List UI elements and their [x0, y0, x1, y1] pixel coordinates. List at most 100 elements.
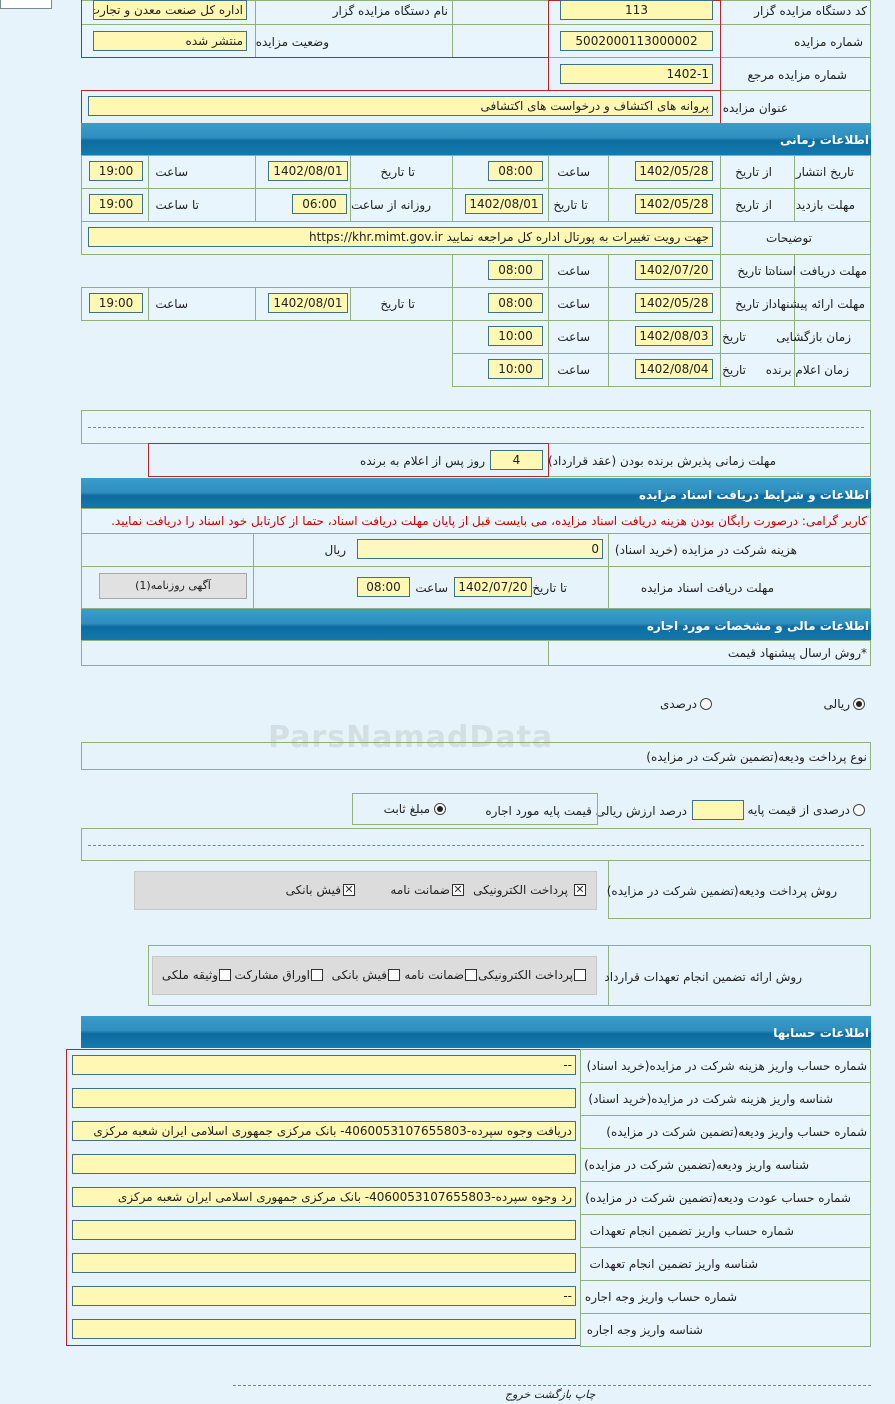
- account-field[interactable]: دریافت وجوه سپرده-4060053107655803- بانک…: [72, 1121, 576, 1141]
- winner-date[interactable]: 1402/08/04: [635, 359, 713, 379]
- fee-field[interactable]: 0: [357, 539, 603, 559]
- checkbox-bonds[interactable]: [311, 969, 323, 981]
- account-label: شماره حساب واریز هزینه شرکت در مزایده(خر…: [586, 1059, 867, 1073]
- account-field[interactable]: [72, 1088, 576, 1108]
- winner-time[interactable]: 10:00: [488, 359, 543, 379]
- doc-deadline-date[interactable]: 1402/07/20: [635, 260, 713, 280]
- notice-cell: [81, 508, 871, 534]
- publish-to-date[interactable]: 1402/08/01: [268, 161, 348, 181]
- notes-label: توضیحات: [765, 231, 812, 245]
- org-code-field[interactable]: 113: [560, 0, 713, 20]
- org-name-field[interactable]: اداره کل صنعت معدن و تجارت: [93, 0, 247, 20]
- time-label: ساعت: [557, 330, 590, 344]
- checkbox-bank-slip[interactable]: ✕: [343, 883, 355, 896]
- checkbox-guarantee[interactable]: ✕: [452, 883, 464, 896]
- offer-from-time[interactable]: 08:00: [488, 293, 543, 313]
- daily-from-label: روزانه از ساعت: [351, 198, 431, 212]
- from-date-label: از تاریخ: [735, 165, 772, 179]
- checkbox-electronic[interactable]: [574, 969, 586, 981]
- opening-date[interactable]: 1402/08/03: [635, 326, 713, 346]
- table-cell: [794, 353, 871, 387]
- time-label: ساعت: [557, 363, 590, 377]
- publish-to-time[interactable]: 19:00: [89, 161, 143, 181]
- account-label: شناسه واریز ودیعه(تضمین شرکت در مزایده): [584, 1158, 809, 1172]
- table-cell: [148, 287, 256, 321]
- visit-daily-from[interactable]: 06:00: [292, 194, 347, 214]
- table-cell: [81, 640, 549, 666]
- account-field[interactable]: [72, 1253, 576, 1273]
- doc-deadline-label: مهلت دریافت اسناد: [769, 264, 867, 278]
- deposit-method-label: روش پرداخت ودیعه(تضمین شرکت در مزایده): [606, 884, 837, 898]
- newspaper-ad-button[interactable]: آگهی روزنامه(1): [99, 573, 247, 599]
- offer-from-date[interactable]: 1402/05/28: [635, 293, 713, 313]
- status-field[interactable]: منتشر شده: [93, 31, 247, 51]
- notice-text: کاربر گرامی: درصورت رایگان بودن هزینه در…: [111, 514, 867, 528]
- account-field[interactable]: [72, 1319, 576, 1339]
- title-field[interactable]: پروانه های اکتشاف و درخواست های اکتشافی: [88, 96, 713, 116]
- print-link[interactable]: چاپ: [574, 1388, 596, 1401]
- checkbox-electronic[interactable]: ✕: [574, 883, 586, 896]
- watermark: ParsNamadData: [268, 720, 554, 755]
- date-label: تاریخ: [722, 330, 746, 344]
- exit-link[interactable]: خروج: [505, 1388, 531, 1401]
- publish-label: تاریخ انتشار: [795, 165, 854, 179]
- checkbox-property-collateral[interactable]: [219, 969, 231, 981]
- corner-box: [0, 0, 52, 9]
- table-cell: [548, 353, 609, 387]
- offer-to-date[interactable]: 1402/08/01: [268, 293, 348, 313]
- time-label: ساعت: [557, 297, 590, 311]
- account-field[interactable]: رد وجوه سپرده-4060053107655803- بانک مرک…: [72, 1187, 576, 1207]
- table-cell: [548, 254, 609, 288]
- offer-to-time[interactable]: 19:00: [89, 293, 143, 313]
- checkbox-guarantee[interactable]: [465, 969, 477, 981]
- table-cell: [580, 1313, 871, 1347]
- table-cell: [548, 640, 871, 666]
- acceptance-days-field[interactable]: 4: [490, 450, 543, 470]
- account-field[interactable]: --: [72, 1286, 576, 1306]
- account-label: شناسه واریز وجه اجاره: [586, 1323, 703, 1337]
- from-date-label: از تاریخ: [735, 297, 772, 311]
- auction-no-field[interactable]: 5002000113000002: [560, 31, 713, 51]
- visit-to-date[interactable]: 1402/08/01: [465, 194, 543, 214]
- table-cell: [255, 0, 453, 25]
- account-field[interactable]: [72, 1154, 576, 1174]
- back-link[interactable]: بازگشت: [533, 1388, 572, 1401]
- opening-time[interactable]: 10:00: [488, 326, 543, 346]
- account-label: شماره حساب عودت ودیعه(تضمین شرکت در مزای…: [585, 1191, 851, 1205]
- fixed-amount-radio[interactable]: [434, 803, 446, 815]
- deposit-percent-field[interactable]: [692, 800, 744, 820]
- table-cell: [81, 533, 254, 567]
- from-date-label: از تاریخ: [735, 198, 772, 212]
- date-label: تاریخ: [722, 363, 746, 377]
- table-cell: [81, 742, 871, 770]
- doc-deadline-time[interactable]: 08:00: [357, 577, 410, 597]
- doc-deadline-time[interactable]: 08:00: [488, 260, 543, 280]
- ref-no-field[interactable]: 1402-1: [560, 64, 713, 84]
- account-label: شماره حساب واریز تضمین انجام تعهدات: [589, 1224, 794, 1238]
- publish-from-time[interactable]: 08:00: [488, 161, 543, 181]
- table-cell: [720, 57, 871, 91]
- checkbox-label: اوراق مشارکت: [234, 968, 310, 982]
- rial-radio[interactable]: [853, 698, 865, 710]
- time-label: ساعت: [155, 297, 188, 311]
- checkbox-label: ضمانت نامه: [390, 883, 450, 897]
- visit-daily-to[interactable]: 19:00: [89, 194, 143, 214]
- time-label: ساعت: [557, 165, 590, 179]
- title-label: عنوان مزایده: [722, 101, 788, 115]
- to-date-label: تا تاریخ: [532, 581, 567, 595]
- opening-label: زمان بازگشایی: [776, 330, 851, 344]
- checkbox-bank-slip[interactable]: [388, 969, 400, 981]
- percent-radio[interactable]: [700, 698, 712, 710]
- account-field[interactable]: [72, 1220, 576, 1240]
- deposit-percent-radio[interactable]: [853, 804, 865, 816]
- notes-field[interactable]: جهت رویت تغییرات به پورتال اداره کل مراج…: [88, 227, 713, 247]
- account-field[interactable]: --: [72, 1055, 576, 1075]
- time-label: ساعت: [415, 581, 448, 595]
- publish-from-date[interactable]: 1402/05/28: [635, 161, 713, 181]
- table-cell: [580, 1214, 871, 1248]
- table-cell: [548, 287, 609, 321]
- footer-divider: [233, 1385, 871, 1386]
- doc-deadline-date[interactable]: 1402/07/20: [454, 577, 532, 597]
- visit-from-date[interactable]: 1402/05/28: [635, 194, 713, 214]
